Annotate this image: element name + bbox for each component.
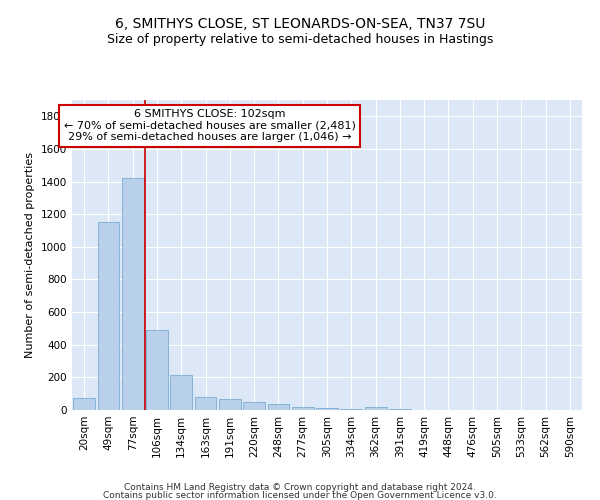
Bar bbox=[389, 409, 411, 410]
Bar bbox=[170, 375, 192, 410]
Bar bbox=[146, 330, 168, 410]
Bar bbox=[243, 402, 265, 410]
Bar bbox=[219, 400, 241, 410]
Bar bbox=[268, 404, 289, 410]
Bar bbox=[340, 408, 362, 410]
Bar bbox=[73, 398, 95, 410]
Bar bbox=[365, 406, 386, 410]
Text: Contains HM Land Registry data © Crown copyright and database right 2024.: Contains HM Land Registry data © Crown c… bbox=[124, 483, 476, 492]
Text: 6 SMITHYS CLOSE: 102sqm
← 70% of semi-detached houses are smaller (2,481)
29% of: 6 SMITHYS CLOSE: 102sqm ← 70% of semi-de… bbox=[64, 110, 356, 142]
Y-axis label: Number of semi-detached properties: Number of semi-detached properties bbox=[25, 152, 35, 358]
Bar bbox=[194, 397, 217, 410]
Bar bbox=[122, 178, 143, 410]
Text: Contains public sector information licensed under the Open Government Licence v3: Contains public sector information licen… bbox=[103, 492, 497, 500]
Text: Size of property relative to semi-detached houses in Hastings: Size of property relative to semi-detach… bbox=[107, 32, 493, 46]
Bar bbox=[97, 222, 119, 410]
Bar bbox=[292, 406, 314, 410]
Bar bbox=[316, 408, 338, 410]
Text: 6, SMITHYS CLOSE, ST LEONARDS-ON-SEA, TN37 7SU: 6, SMITHYS CLOSE, ST LEONARDS-ON-SEA, TN… bbox=[115, 18, 485, 32]
